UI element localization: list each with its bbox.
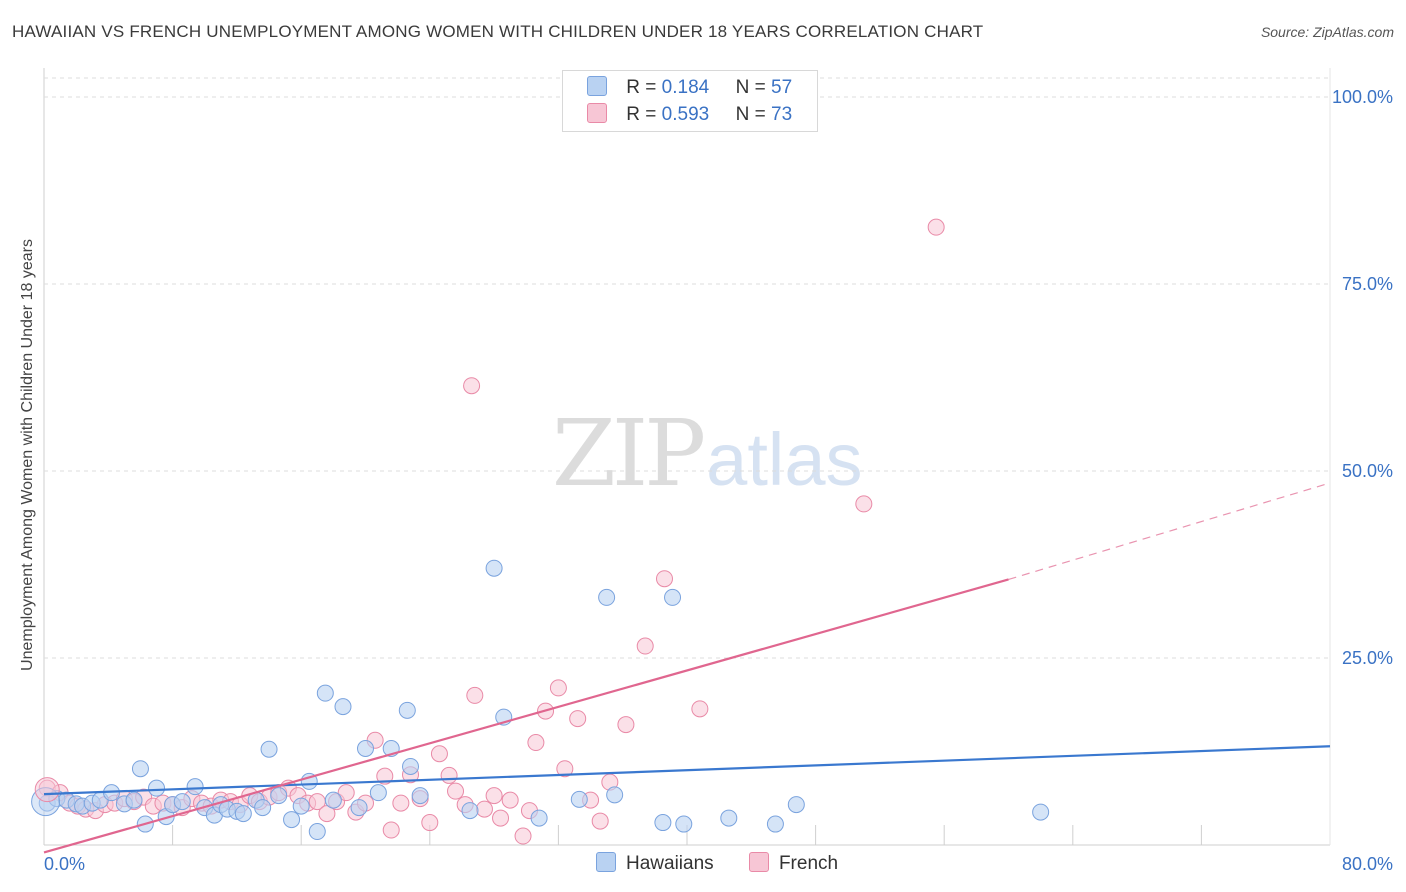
watermark: ZIPatlas [552, 400, 862, 507]
y-tick-label: 25.0% [1342, 648, 1393, 668]
bottom-legend-french: French [748, 852, 839, 875]
watermark-zip: ZIP [552, 400, 706, 507]
french-point [549, 679, 567, 697]
french-point [447, 782, 465, 800]
chart-title: HAWAIIAN VS FRENCH UNEMPLOYMENT AMONG WO… [12, 22, 984, 41]
french-point [440, 766, 458, 784]
hawaiian-point [292, 797, 310, 815]
hawaiian-point [148, 779, 166, 797]
french-point [569, 710, 587, 728]
legend-n-label: N = [735, 104, 766, 125]
bottom-legend-label-french: French [778, 853, 839, 874]
hawaiian-point [270, 787, 288, 805]
bottom-legend-swatch-hawaiians [596, 852, 616, 872]
bottom-legend-swatch-french [748, 852, 769, 872]
legend-n-value: 57 [771, 77, 793, 98]
hawaiian-point [485, 559, 503, 577]
french-point [591, 812, 609, 830]
french-point [927, 218, 945, 236]
bottom-legend: Hawaiians French [596, 852, 868, 875]
hawaiian-point [411, 787, 429, 805]
hawaiian-point [283, 811, 301, 829]
french-point [636, 637, 654, 655]
hawaiian-point [766, 815, 784, 833]
hawaiian-point [125, 791, 143, 809]
french-point [337, 784, 355, 802]
legend-swatch-hawaiians [587, 76, 607, 96]
legend-r-label: R = [626, 77, 657, 98]
legend-r-label: R = [626, 104, 657, 125]
french-point [855, 495, 873, 513]
french-point [392, 794, 410, 812]
legend-row-french: R = 0.593 N = 73 [587, 103, 792, 129]
hawaiian-point [606, 786, 624, 804]
french-point [492, 809, 510, 827]
hawaiian-point [369, 784, 387, 802]
legend-n-value: 73 [771, 104, 793, 125]
french-point [430, 745, 448, 763]
french-point [485, 787, 503, 805]
french-point [617, 716, 635, 734]
hawaiian-point [260, 740, 278, 758]
hawaiian-point [350, 799, 368, 817]
hawaiian-point [316, 684, 334, 702]
french-point [556, 760, 574, 778]
hawaiians-trend-line [43, 745, 1331, 796]
hawaiian-point [570, 790, 588, 808]
hawaiian-point [1032, 803, 1050, 821]
hawaiian-point [461, 802, 479, 820]
french-point-cluster [34, 777, 60, 803]
y-tick-label: 75.0% [1342, 274, 1393, 294]
hawaiian-point [254, 799, 272, 817]
french-point [475, 800, 493, 818]
french-trend-line [43, 578, 1009, 854]
french-point [376, 767, 394, 785]
hawaiian-point [334, 698, 352, 716]
hawaiian-point [324, 791, 342, 809]
french-point [382, 821, 400, 839]
french-point [527, 734, 545, 752]
hawaiian-point [720, 809, 738, 827]
french-point [463, 377, 481, 395]
legend-box: R = 0.184 N = 57 R = 0.593 N = 73 [562, 70, 818, 132]
hawaiian-point [398, 701, 416, 719]
hawaiian-point [598, 588, 616, 606]
hawaiian-point [131, 760, 149, 778]
y-tick-label: 100.0% [1332, 87, 1393, 107]
french-point [514, 827, 532, 845]
hawaiian-point [308, 823, 326, 841]
hawaiian-point [675, 815, 693, 833]
legend-r-value: 0.184 [661, 77, 710, 98]
chart-source: Source: ZipAtlas.com [1260, 24, 1394, 40]
french-point [421, 814, 439, 832]
watermark-atlas: atlas [706, 418, 863, 501]
french-point [466, 686, 484, 704]
hawaiian-point [173, 793, 191, 811]
bottom-legend-label-hawaiians: Hawaiians [626, 853, 714, 874]
y-tick-label: 50.0% [1342, 461, 1393, 481]
legend-row-hawaiians: R = 0.184 N = 57 [587, 76, 792, 102]
hawaiian-point [530, 809, 548, 827]
x-tick-label: 0.0% [44, 854, 85, 874]
french-point [655, 570, 673, 588]
legend-swatch-french [587, 103, 607, 123]
french-point [691, 700, 709, 718]
french-point [501, 791, 519, 809]
x-tick-label: 80.0% [1342, 854, 1393, 874]
french-trend-extension [1008, 482, 1331, 581]
hawaiian-point [234, 805, 252, 823]
legend-n-label: N = [735, 77, 766, 98]
hawaiian-point [787, 796, 805, 814]
hawaiian-point [664, 588, 682, 606]
hawaiian-point [357, 740, 374, 758]
hawaiian-point [402, 757, 420, 775]
hawaiian-point [654, 814, 672, 832]
hawaiian-point [186, 778, 204, 796]
bottom-legend-hawaiians: Hawaiians [596, 852, 714, 875]
legend-r-value: 0.593 [661, 104, 710, 125]
